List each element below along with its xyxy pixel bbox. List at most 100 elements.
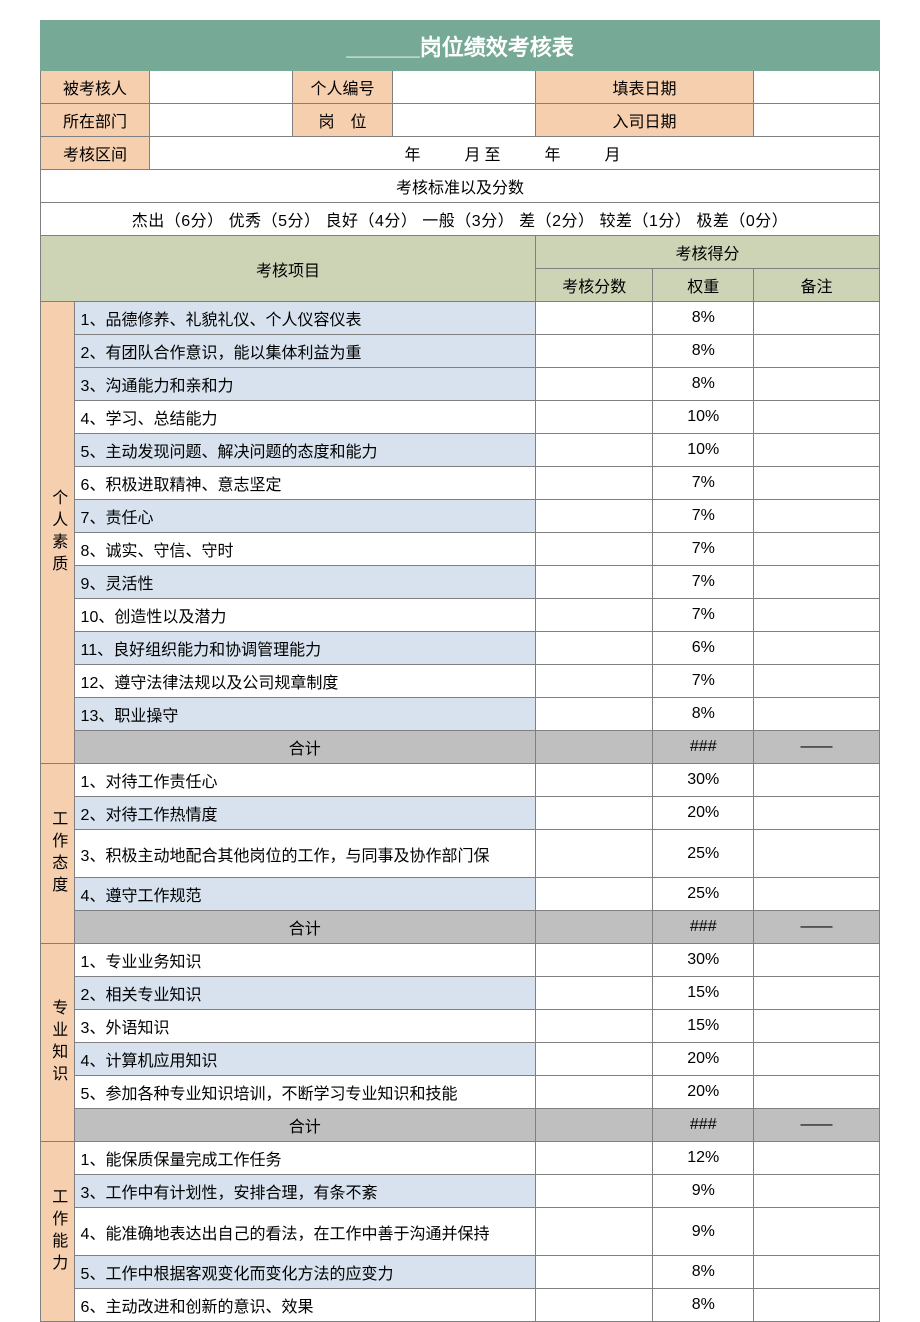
score-cell[interactable] <box>535 302 652 335</box>
value-assessee[interactable] <box>150 71 293 104</box>
weight-cell: 10% <box>653 434 754 467</box>
score-cell[interactable] <box>535 698 652 731</box>
score-cell[interactable] <box>535 533 652 566</box>
score-cell[interactable] <box>535 1208 652 1256</box>
assessment-item: 4、计算机应用知识 <box>74 1043 535 1076</box>
col-score: 考核分数 <box>535 269 652 302</box>
note-cell[interactable] <box>754 665 880 698</box>
score-cell[interactable] <box>535 434 652 467</box>
assessment-item: 2、对待工作热情度 <box>74 797 535 830</box>
label-join-date: 入司日期 <box>535 104 753 137</box>
note-cell[interactable] <box>754 500 880 533</box>
note-cell[interactable] <box>754 764 880 797</box>
assessment-item: 3、工作中有计划性，安排合理，有条不紊 <box>74 1175 535 1208</box>
score-cell[interactable] <box>535 764 652 797</box>
assessment-item: 11、良好组织能力和协调管理能力 <box>74 632 535 665</box>
assessment-item: 5、主动发现问题、解决问题的态度和能力 <box>74 434 535 467</box>
weight-cell: 20% <box>653 797 754 830</box>
score-cell[interactable] <box>535 368 652 401</box>
note-cell[interactable] <box>754 566 880 599</box>
note-cell[interactable] <box>754 1256 880 1289</box>
assessment-item: 4、遵守工作规范 <box>74 878 535 911</box>
note-cell[interactable] <box>754 944 880 977</box>
score-cell[interactable] <box>535 500 652 533</box>
assessment-item: 3、外语知识 <box>74 1010 535 1043</box>
label-assessee: 被考核人 <box>41 71 150 104</box>
note-cell[interactable] <box>754 1289 880 1322</box>
score-cell[interactable] <box>535 665 652 698</box>
note-cell[interactable] <box>754 1208 880 1256</box>
col-item: 考核项目 <box>41 236 536 302</box>
score-cell[interactable] <box>535 944 652 977</box>
value-join-date[interactable] <box>754 104 880 137</box>
score-cell[interactable] <box>535 1289 652 1322</box>
weight-cell: 7% <box>653 665 754 698</box>
weight-cell: 20% <box>653 1043 754 1076</box>
category-label: 专业知识 <box>41 944 75 1142</box>
subtotal-score <box>535 911 652 944</box>
weight-cell: 8% <box>653 1256 754 1289</box>
assessment-item: 3、沟通能力和亲和力 <box>74 368 535 401</box>
score-cell[interactable] <box>535 797 652 830</box>
note-cell[interactable] <box>754 1175 880 1208</box>
subtotal-label: 合计 <box>74 911 535 944</box>
assessment-item: 5、工作中根据客观变化而变化方法的应变力 <box>74 1256 535 1289</box>
weight-cell: 9% <box>653 1208 754 1256</box>
weight-cell: 8% <box>653 1289 754 1322</box>
note-cell[interactable] <box>754 1043 880 1076</box>
assessment-item: 3、积极主动地配合其他岗位的工作，与同事及协作部门保 <box>74 830 535 878</box>
note-cell[interactable] <box>754 1076 880 1109</box>
score-cell[interactable] <box>535 401 652 434</box>
assessment-item: 1、品德修养、礼貌礼仪、个人仪容仪表 <box>74 302 535 335</box>
label-dept: 所在部门 <box>41 104 150 137</box>
note-cell[interactable] <box>754 1142 880 1175</box>
score-cell[interactable] <box>535 1175 652 1208</box>
note-cell[interactable] <box>754 467 880 500</box>
score-cell[interactable] <box>535 1010 652 1043</box>
note-cell[interactable] <box>754 599 880 632</box>
value-post[interactable] <box>393 104 536 137</box>
score-cell[interactable] <box>535 1076 652 1109</box>
score-scale: 杰出（6分） 优秀（5分） 良好（4分） 一般（3分） 差（2分） 较差（1分）… <box>41 203 880 236</box>
note-cell[interactable] <box>754 335 880 368</box>
note-cell[interactable] <box>754 533 880 566</box>
value-period[interactable]: 年 月至 年 月 <box>150 137 880 170</box>
value-fill-date[interactable] <box>754 71 880 104</box>
note-cell[interactable] <box>754 1010 880 1043</box>
score-cell[interactable] <box>535 1256 652 1289</box>
score-cell[interactable] <box>535 977 652 1010</box>
score-cell[interactable] <box>535 1043 652 1076</box>
note-cell[interactable] <box>754 878 880 911</box>
weight-cell: 30% <box>653 944 754 977</box>
note-cell[interactable] <box>754 698 880 731</box>
weight-cell: 7% <box>653 500 754 533</box>
note-cell[interactable] <box>754 830 880 878</box>
value-emp-no[interactable] <box>393 71 536 104</box>
label-post: 岗 位 <box>292 104 393 137</box>
score-cell[interactable] <box>535 878 652 911</box>
note-cell[interactable] <box>754 632 880 665</box>
weight-cell: 7% <box>653 566 754 599</box>
score-cell[interactable] <box>535 632 652 665</box>
score-cell[interactable] <box>535 599 652 632</box>
score-cell[interactable] <box>535 830 652 878</box>
note-cell[interactable] <box>754 368 880 401</box>
assessment-item: 13、职业操守 <box>74 698 535 731</box>
assessment-item: 7、责任心 <box>74 500 535 533</box>
subtotal-weight: ### <box>653 1109 754 1142</box>
note-cell[interactable] <box>754 302 880 335</box>
note-cell[interactable] <box>754 797 880 830</box>
col-score-group: 考核得分 <box>535 236 879 269</box>
score-cell[interactable] <box>535 566 652 599</box>
value-dept[interactable] <box>150 104 293 137</box>
score-cell[interactable] <box>535 467 652 500</box>
score-cell[interactable] <box>535 1142 652 1175</box>
note-cell[interactable] <box>754 401 880 434</box>
category-label: 个人素质 <box>41 302 75 764</box>
note-cell[interactable] <box>754 434 880 467</box>
note-cell[interactable] <box>754 977 880 1010</box>
score-cell[interactable] <box>535 335 652 368</box>
assessment-item: 10、创造性以及潜力 <box>74 599 535 632</box>
assessment-item: 4、能准确地表达出自己的看法，在工作中善于沟通并保持 <box>74 1208 535 1256</box>
standards-header: 考核标准以及分数 <box>41 170 880 203</box>
